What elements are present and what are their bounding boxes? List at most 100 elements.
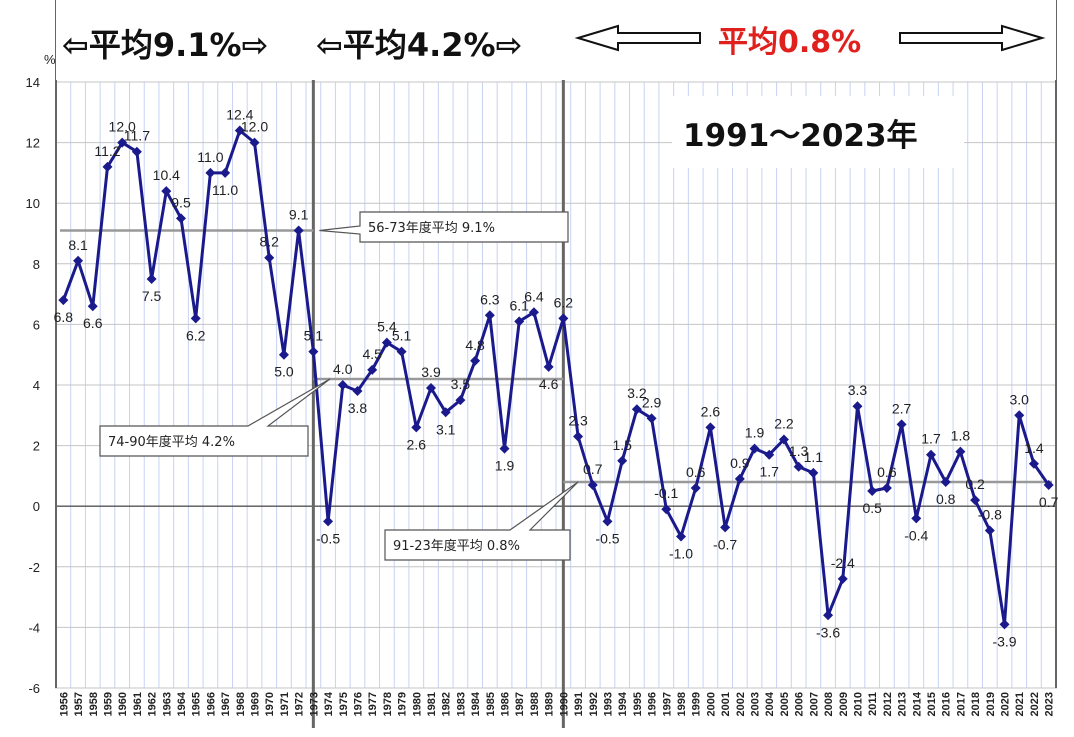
data-label: 1.5	[612, 437, 632, 453]
period2-header: ⇦平均4.2%⇨	[316, 26, 522, 64]
x-tick-label: 1957	[73, 692, 85, 716]
data-label: 1.7	[760, 464, 780, 480]
data-label: 11.0	[212, 182, 238, 198]
data-label: 12.0	[109, 119, 136, 135]
data-label: -0.5	[595, 530, 619, 546]
data-label: 2.9	[642, 394, 662, 410]
data-label: 6.3	[480, 291, 500, 307]
y-tick-label: 0	[33, 499, 40, 514]
data-label: 1.4	[1024, 440, 1044, 456]
x-tick-label: 2019	[985, 692, 997, 716]
data-label: 0.9	[730, 455, 750, 471]
x-tick-label: 1969	[250, 692, 262, 716]
data-point	[264, 252, 275, 263]
x-tick-label: 1983	[455, 692, 467, 716]
data-point	[690, 483, 701, 494]
data-point	[87, 301, 98, 312]
data-point	[131, 146, 142, 157]
data-label: 0.2	[965, 476, 985, 492]
data-point	[852, 401, 863, 412]
data-label: 1.8	[951, 428, 971, 444]
data-label: 10.4	[153, 167, 180, 183]
data-label: 4.5	[362, 346, 382, 362]
x-tick-label: 1965	[191, 692, 203, 716]
data-label: 3.8	[348, 400, 368, 416]
data-point	[617, 455, 628, 466]
data-labels: 6.88.16.611.212.011.77.510.49.56.211.011…	[54, 106, 1059, 649]
data-point	[352, 386, 363, 397]
y-axis: % -6 -4 -2 0 2 4 6 8 10 12 14	[26, 52, 56, 696]
data-label: -0.4	[904, 527, 928, 543]
data-point	[602, 516, 613, 527]
x-tick-label: 1995	[632, 692, 644, 716]
data-label: 8.2	[260, 234, 280, 250]
average-callouts: 56-73年度平均 9.1% 74-90年度平均 4.2% 91-23年度平均 0.…	[99, 211, 579, 561]
data-point	[646, 413, 657, 424]
data-label: 5.1	[392, 328, 412, 344]
data-label: 2.6	[407, 436, 427, 452]
x-tick-label: 1971	[279, 692, 291, 716]
data-point	[764, 449, 775, 460]
data-point	[896, 419, 907, 430]
data-point	[1028, 458, 1039, 469]
x-axis: 1956 1957 1958 1959 1960 1961 1962 1963 1964 1965…	[58, 691, 1055, 716]
x-tick-label: 2017	[955, 692, 967, 716]
data-point	[881, 483, 892, 494]
data-point	[205, 167, 216, 178]
x-tick-label: 2022	[1029, 692, 1041, 716]
data-point	[176, 213, 186, 224]
data-point	[984, 525, 995, 536]
x-tick-label: 1966	[205, 692, 217, 716]
data-label: 9.1	[289, 206, 309, 222]
x-tick-label: 1989	[544, 692, 556, 716]
data-label: 0.7	[583, 461, 603, 477]
x-tick-label: 1960	[117, 692, 129, 716]
x-tick-label: 1987	[514, 692, 526, 716]
data-point	[58, 295, 69, 306]
period3-header: 平均0.8%	[718, 25, 861, 60]
data-point	[543, 361, 554, 372]
data-label: -0.5	[316, 530, 340, 546]
x-tick-label: 1988	[529, 692, 541, 716]
data-label: 3.5	[451, 376, 471, 392]
data-point	[837, 573, 848, 584]
data-point	[793, 461, 804, 472]
callout-text: 91-23年度平均 0.8%	[393, 538, 520, 554]
data-label: 11.2	[94, 143, 120, 159]
data-label: 9.5	[171, 194, 191, 210]
data-point	[161, 186, 172, 197]
x-tick-label: 2021	[1014, 692, 1026, 716]
data-label: -3.6	[816, 624, 840, 640]
data-label: 4.0	[333, 361, 353, 377]
header-band	[56, 0, 1056, 80]
data-point	[940, 476, 951, 487]
data-point	[426, 383, 436, 394]
data-point	[661, 504, 672, 515]
x-tick-label: 1973	[308, 692, 320, 716]
data-label: 4.8	[465, 337, 485, 353]
data-label: 0.8	[936, 491, 956, 507]
data-label: 0.6	[686, 464, 706, 480]
data-label: 1.1	[804, 449, 824, 465]
x-tick-label: 1970	[264, 692, 276, 716]
data-label: 6.6	[83, 315, 103, 331]
data-point	[440, 407, 451, 418]
data-point	[396, 346, 407, 357]
x-tick-label: 1979	[397, 692, 409, 716]
x-tick-label: 1978	[382, 692, 394, 716]
data-label: 1.7	[921, 431, 941, 447]
data-point	[249, 137, 260, 148]
data-point	[631, 404, 642, 415]
x-tick-label: 1961	[132, 692, 144, 716]
callout-box	[384, 481, 579, 561]
x-tick-label: 1981	[426, 692, 438, 716]
data-point	[220, 167, 231, 178]
data-points	[58, 125, 1054, 630]
data-point	[926, 449, 936, 460]
x-tick-label: 1968	[235, 692, 247, 716]
data-label: 3.9	[421, 364, 441, 380]
data-label: -1.0	[669, 546, 693, 562]
data-label: 0.7	[1039, 494, 1059, 510]
data-label: 8.1	[68, 237, 88, 253]
y-tick-label: -6	[28, 681, 40, 696]
